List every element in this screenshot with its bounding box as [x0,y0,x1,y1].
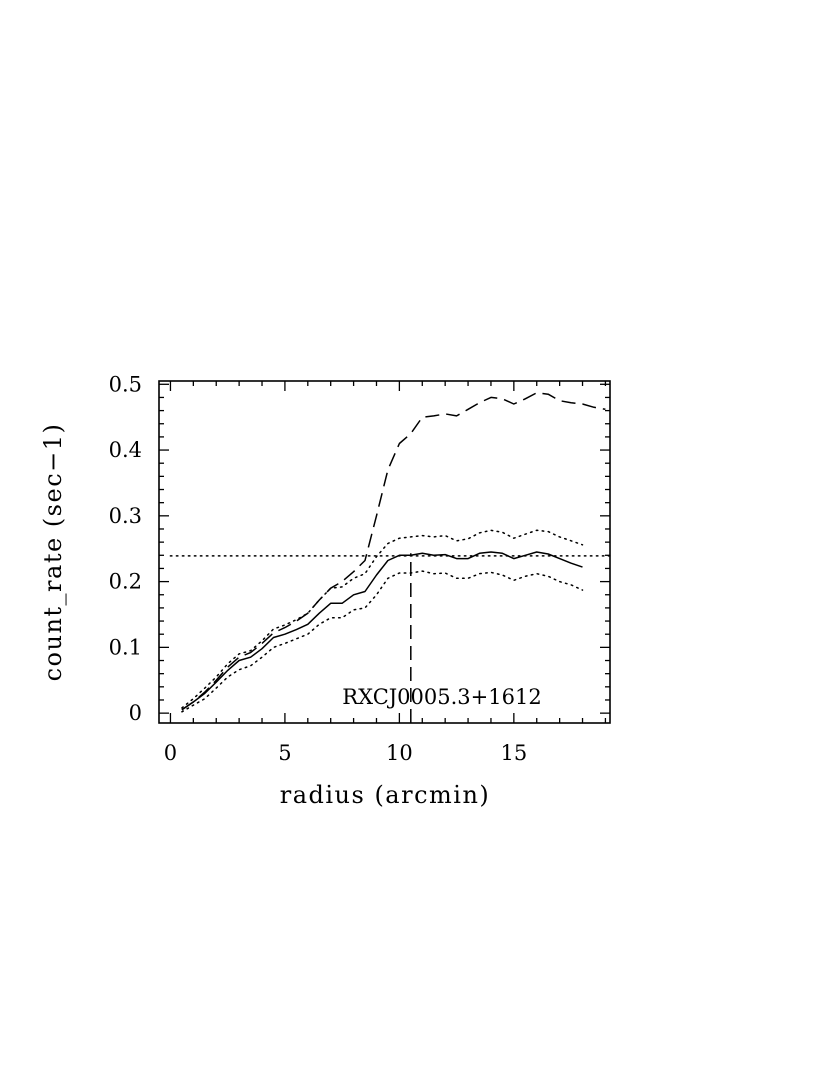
y-tick-label: 0 [129,701,142,725]
series-line-2-dotted [181,529,584,709]
series-layer [169,392,611,723]
series-line-4-dashed [181,392,606,711]
x-axis-label: radius (arcmin) [280,781,491,809]
y-tick-label: 0.1 [109,635,142,659]
x-tick-label: 0 [164,741,177,765]
x-tick-label: 15 [500,741,527,765]
plot-frame [158,380,611,724]
series-line-3-dotted [181,570,584,713]
y-tick-label: 0.3 [109,504,142,528]
chart-annotation: RXCJ0005.3+1612 [342,685,541,709]
tick-labels: 0 5 10 15 0 0.1 0.2 0.3 0.4 0.5 [109,372,528,765]
y-tick-label: 0.2 [109,570,142,594]
x-tick-label: 5 [278,741,291,765]
series-line-1-solid [181,551,583,711]
x-tick-label: 10 [386,741,413,765]
y-axis-label: count_rate (sec−1) [39,423,67,682]
y-tick-label: 0.5 [109,372,142,396]
tick-marks [159,381,610,723]
y-tick-label: 0.4 [109,438,142,462]
